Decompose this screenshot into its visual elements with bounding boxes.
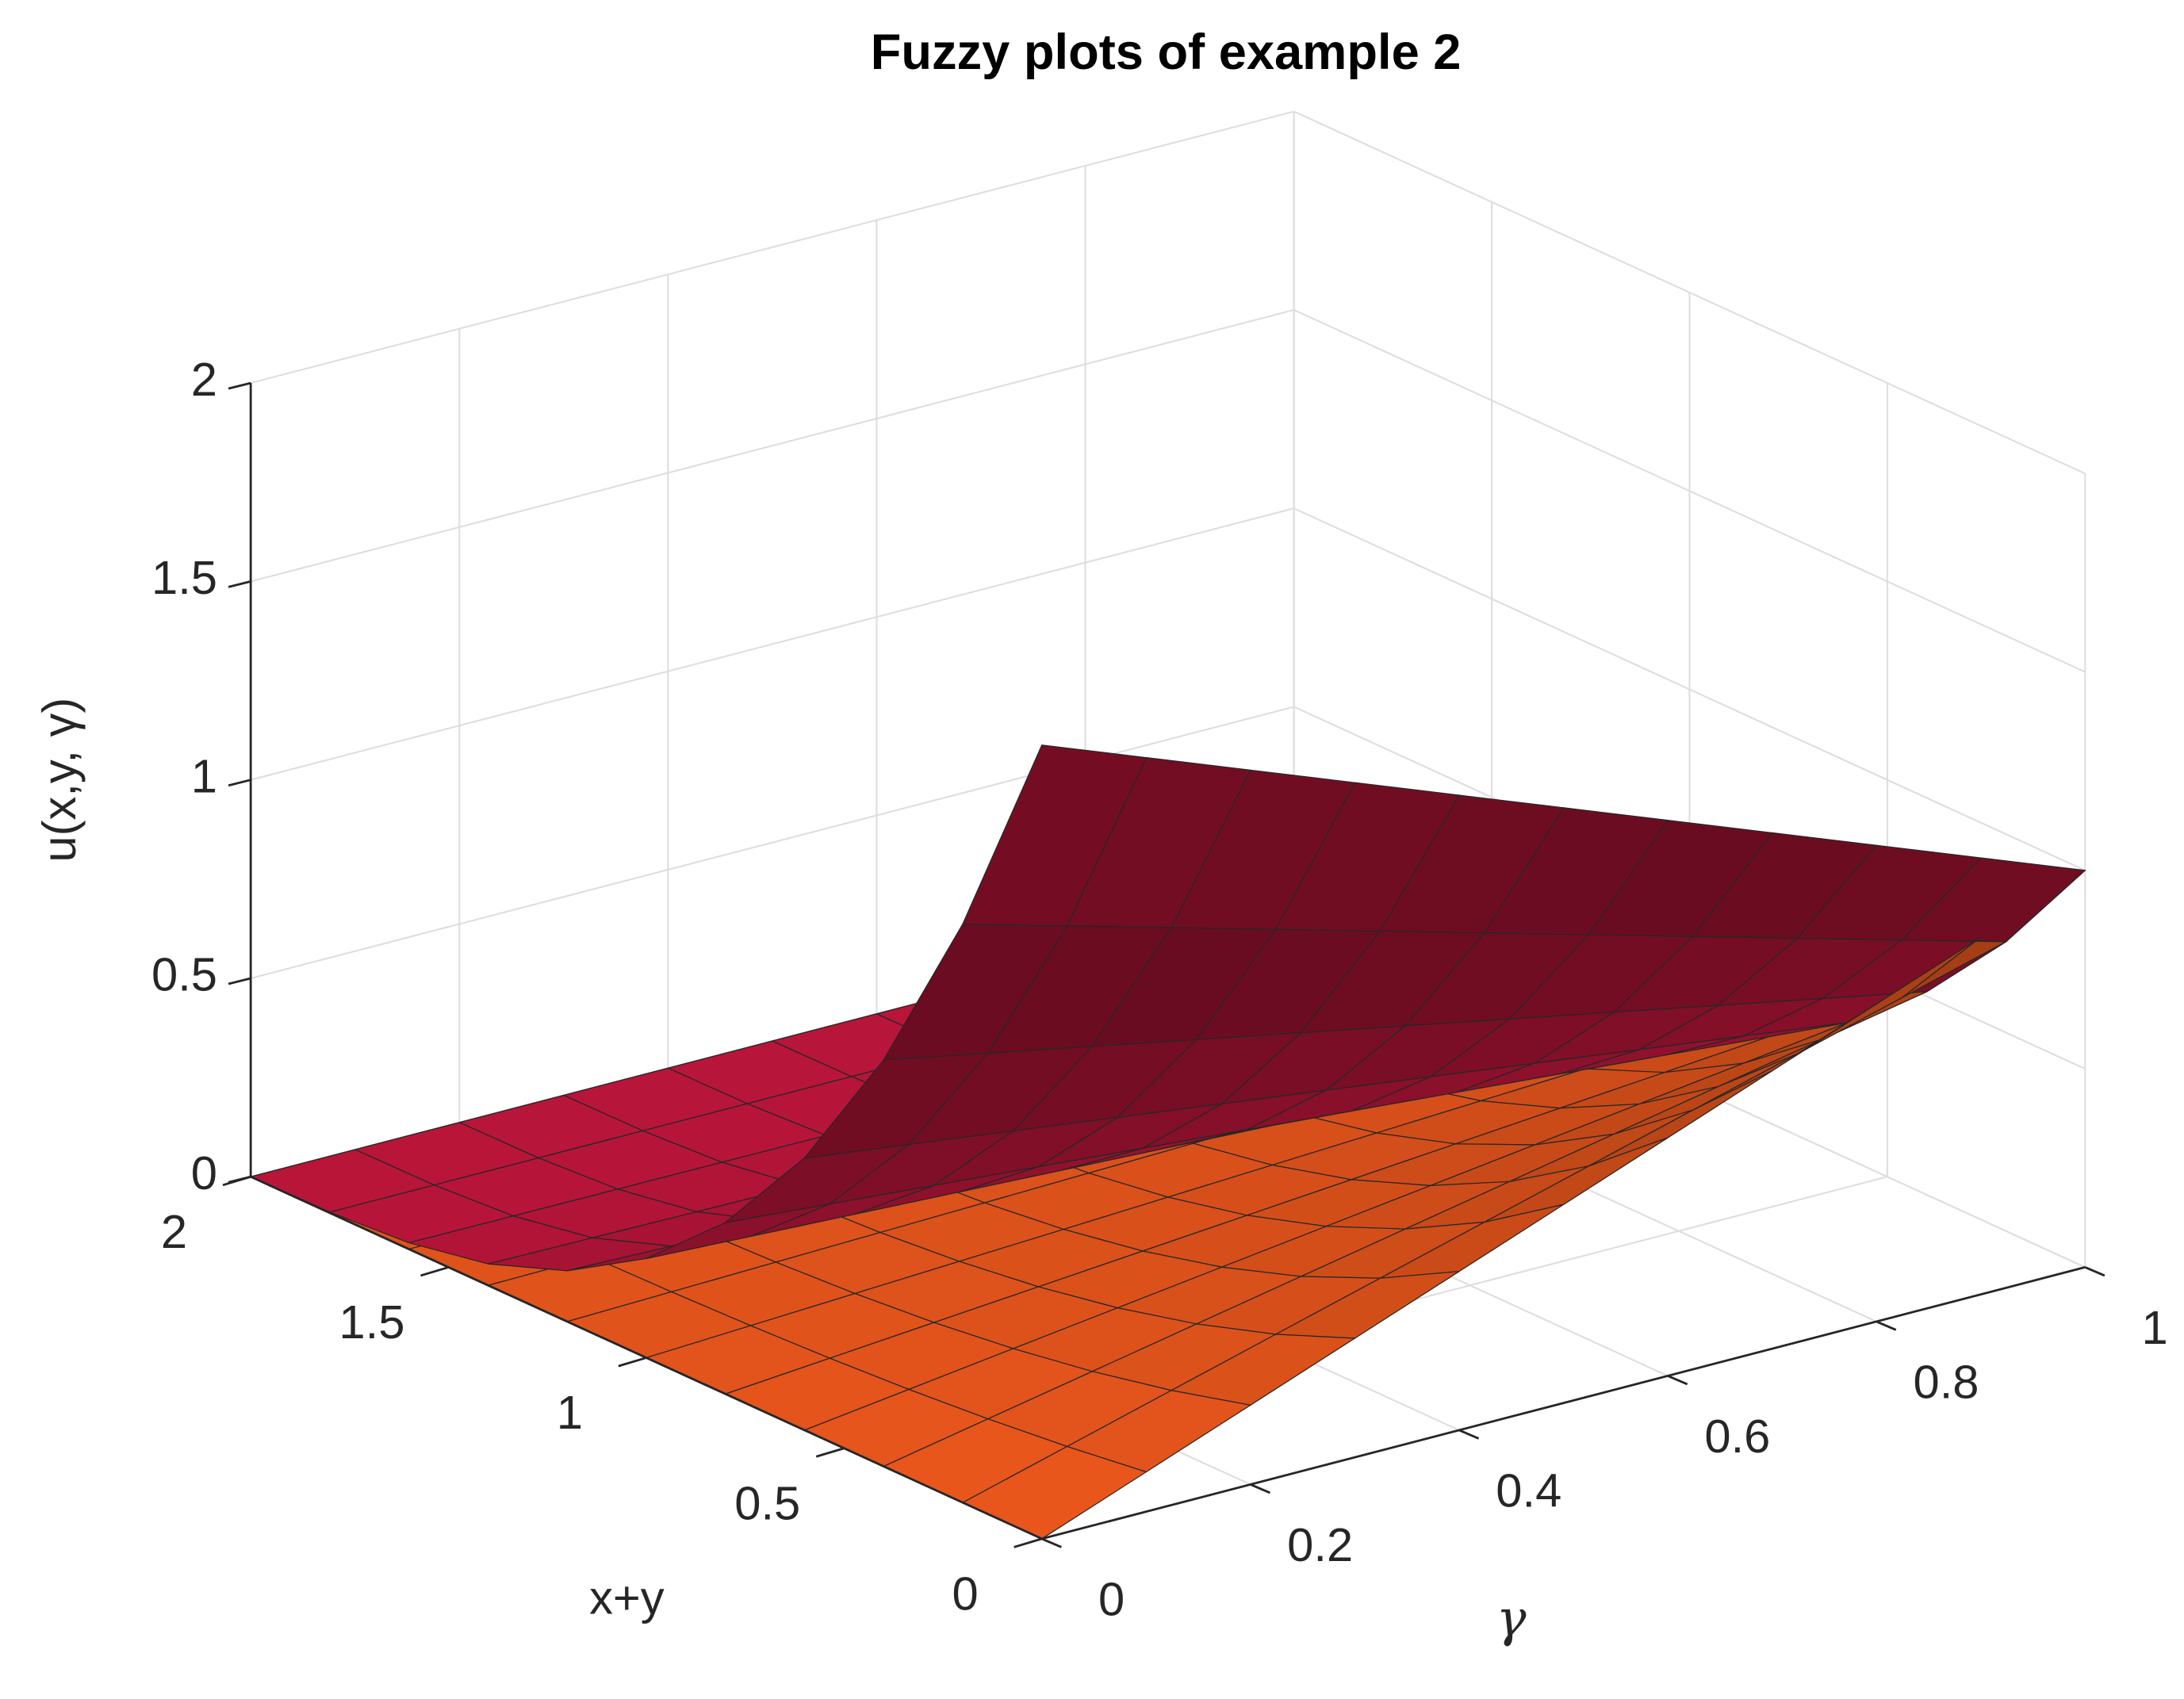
z-tick-label: 1 — [191, 749, 217, 802]
x-tick — [815, 1447, 845, 1458]
grid-line — [250, 706, 1294, 979]
y-tick-label: 1 — [2142, 1301, 2168, 1354]
surface-patch — [962, 744, 1148, 927]
y-tick-label: 0.2 — [1287, 1518, 1353, 1571]
axis-line — [1041, 1266, 2086, 1540]
x-tick-label: 1.5 — [339, 1295, 404, 1349]
y-tick — [1458, 1429, 1480, 1440]
z-axis-label: u(x,y, γ) — [33, 698, 86, 863]
z-tick — [228, 779, 251, 787]
x-axis-label: x+y — [589, 1571, 665, 1624]
grid-line — [250, 308, 1294, 583]
z-tick-label: 1.5 — [151, 551, 217, 604]
grid-line — [250, 507, 1294, 781]
grid-line — [250, 110, 1294, 385]
y-tick — [1667, 1375, 1688, 1386]
z-tick — [228, 977, 251, 985]
y-tick-label: 0.6 — [1704, 1410, 1770, 1463]
y-tick — [1876, 1320, 1897, 1331]
x-tick — [222, 1175, 251, 1187]
y-axis-label: γ — [1496, 1589, 1527, 1647]
z-tick-label: 2 — [191, 353, 217, 406]
y-tick — [1250, 1483, 1271, 1494]
x-tick — [420, 1266, 449, 1277]
x-tick — [618, 1357, 647, 1368]
z-tick-label: 0 — [191, 1146, 217, 1200]
chart-title: Fuzzy plots of example 2 — [871, 25, 1462, 80]
x-tick-label: 2 — [161, 1205, 187, 1258]
z-tick — [228, 381, 251, 390]
x-tick-label: 0 — [952, 1567, 979, 1620]
y-tick — [2084, 1266, 2105, 1277]
y-tick-label: 0.8 — [1914, 1355, 1979, 1408]
z-tick — [228, 580, 251, 588]
x-tick-label: 1 — [557, 1386, 583, 1439]
y-tick-label: 0 — [1098, 1572, 1125, 1625]
y-tick-label: 0.4 — [1496, 1464, 1561, 1517]
y-tick — [1041, 1537, 1062, 1548]
x-tick-label: 0.5 — [734, 1476, 800, 1529]
x-tick — [1013, 1537, 1043, 1548]
z-tick-label: 0.5 — [151, 948, 217, 1001]
